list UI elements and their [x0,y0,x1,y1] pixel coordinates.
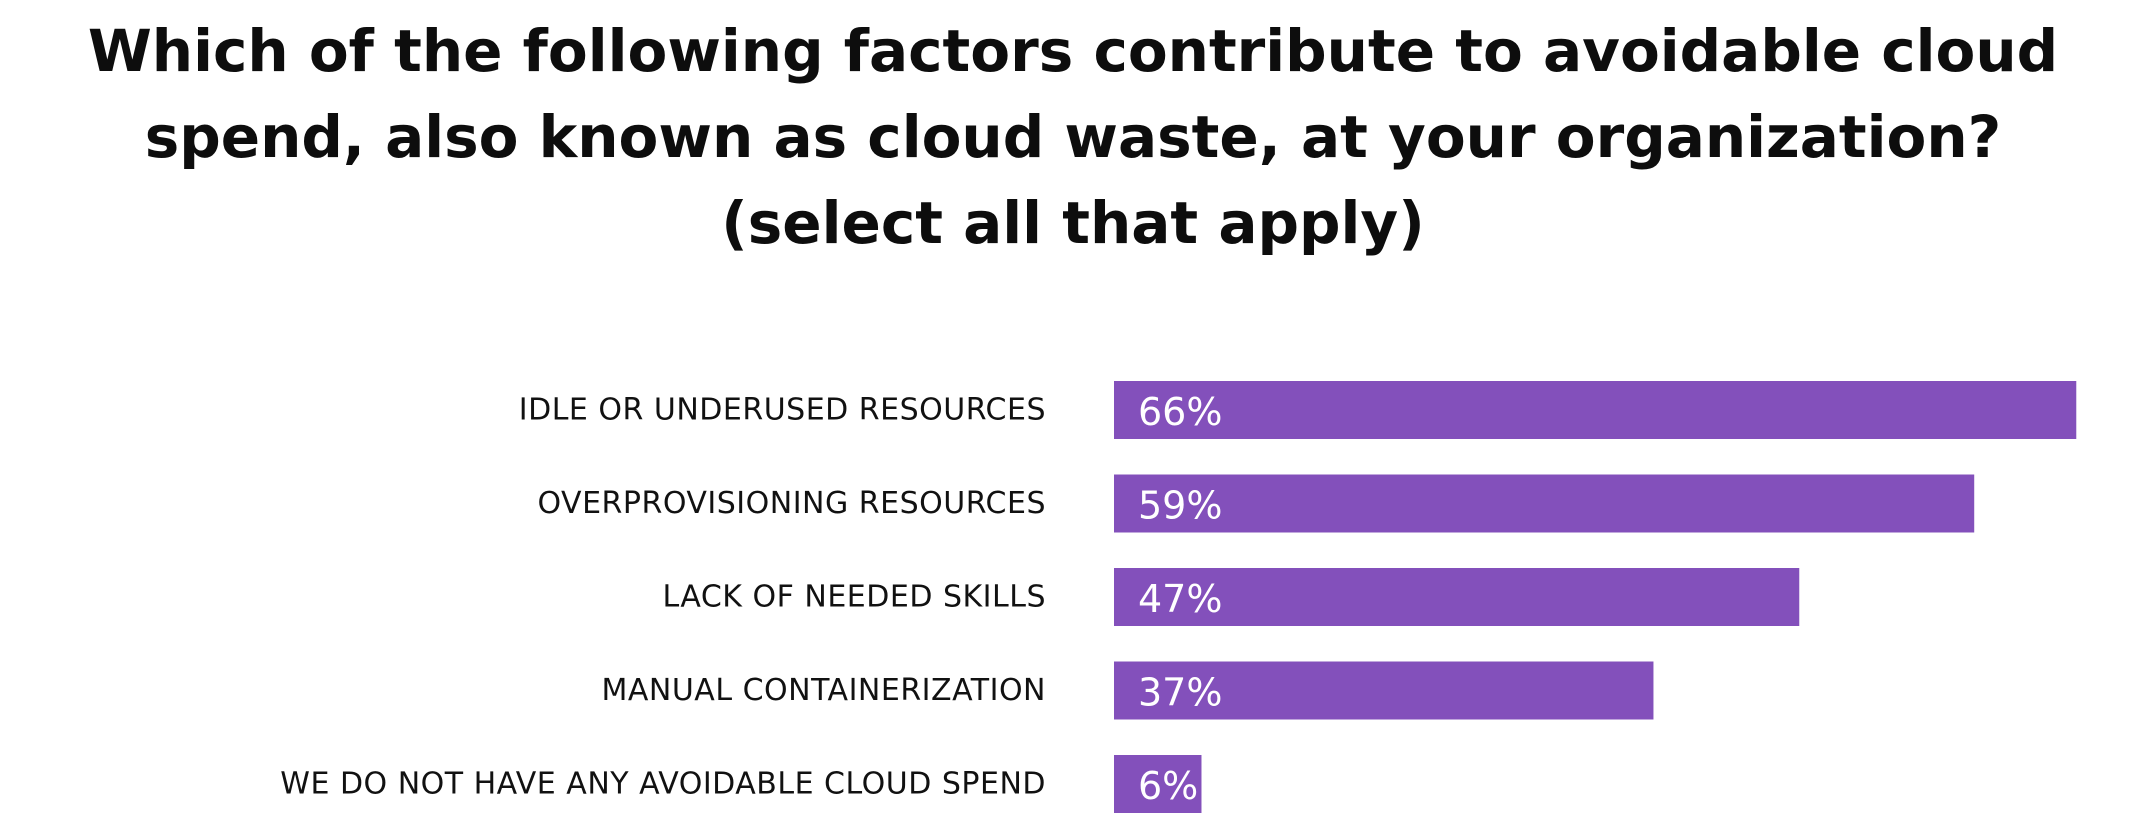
chart-title: Which of the following factors contribut… [87,17,2059,257]
category-label: OVERPROVISIONING RESOURCES [537,486,1046,521]
category-label: IDLE OR UNDERUSED RESOURCES [519,393,1046,428]
value-label: 66% [1138,390,1222,434]
bar [1114,661,1654,720]
category-label: MANUAL CONTAINERIZATION [601,673,1046,708]
bar [1114,381,2077,439]
bar [1114,568,1800,626]
bar [1114,474,1975,533]
value-label: 47% [1138,577,1222,621]
value-label: 6% [1138,764,1198,808]
value-label: 37% [1138,671,1222,715]
value-label: 59% [1138,484,1222,528]
category-label: WE DO NOT HAVE ANY AVOIDABLE CLOUD SPEND [280,767,1046,802]
category-label: LACK OF NEEDED SKILLS [662,580,1046,615]
bar [1114,755,1202,813]
